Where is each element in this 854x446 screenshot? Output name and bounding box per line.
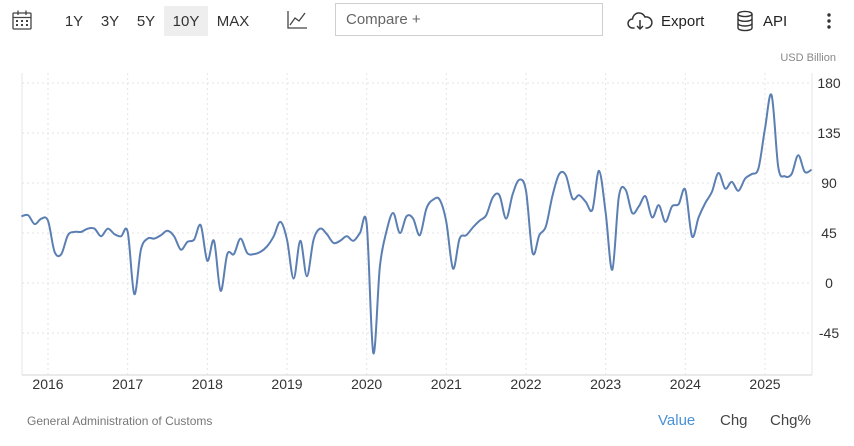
range-5y-button[interactable]: 5Y	[136, 12, 156, 30]
y-tick-label: 180	[817, 75, 841, 91]
range-max-button[interactable]: MAX	[216, 12, 250, 30]
y-tick-label: -45	[819, 325, 839, 341]
x-tick-label: 2025	[749, 376, 780, 392]
range-1y-button[interactable]: 1Y	[64, 12, 84, 30]
api-label: API	[763, 12, 788, 30]
data-source: General Administration of Customs	[27, 414, 213, 428]
x-tick-label: 2023	[590, 376, 621, 392]
y-tick-label: 90	[821, 175, 837, 191]
cloud-download-icon	[627, 11, 653, 31]
x-tick-label: 2016	[32, 376, 63, 392]
calendar-icon[interactable]	[10, 8, 34, 32]
x-tick-label: 2021	[431, 376, 462, 392]
unit-label: USD Billion	[780, 52, 836, 64]
x-tick-label: 2018	[192, 376, 223, 392]
x-tick-label: 2022	[510, 376, 541, 392]
line-chart-icon[interactable]	[284, 8, 310, 32]
tab-value[interactable]: Value	[658, 412, 696, 429]
range-10y-button[interactable]: 10Y	[164, 6, 208, 36]
grid-lines	[21, 73, 813, 376]
tab-chg-percent[interactable]: Chg%	[770, 412, 811, 429]
x-tick-label: 2017	[112, 376, 143, 392]
y-tick-label: 45	[821, 225, 837, 241]
y-tick-label: 135	[817, 125, 841, 141]
x-tick-label: 2020	[351, 376, 382, 392]
x-tick-label: 2024	[670, 376, 701, 392]
database-icon	[736, 10, 754, 32]
export-label: Export	[661, 12, 705, 30]
compare-field[interactable]	[335, 3, 603, 36]
y-tick-label: 0	[825, 275, 833, 291]
more-vertical-icon[interactable]	[820, 6, 838, 36]
series-layer	[21, 93, 812, 355]
axis-ticks: 180 135 90 45 0 -45 2016 2017 2018 2019 2020 2021 20…	[32, 75, 840, 392]
series-line[interactable]	[21, 93, 812, 355]
compare-input[interactable]	[346, 11, 602, 28]
range-3y-button[interactable]: 3Y	[100, 12, 120, 30]
tab-chg[interactable]: Chg	[720, 412, 748, 429]
api-button[interactable]: API	[736, 6, 787, 36]
line-chart: 180 135 90 45 0 -45 2016 2017 2018 2019 2020 2021 20…	[21, 73, 841, 392]
chart-toolbar: 1Y 3Y 5Y 10Y MAX Export	[0, 0, 854, 42]
export-button[interactable]: Export	[627, 6, 704, 36]
x-tick-label: 2019	[271, 376, 302, 392]
